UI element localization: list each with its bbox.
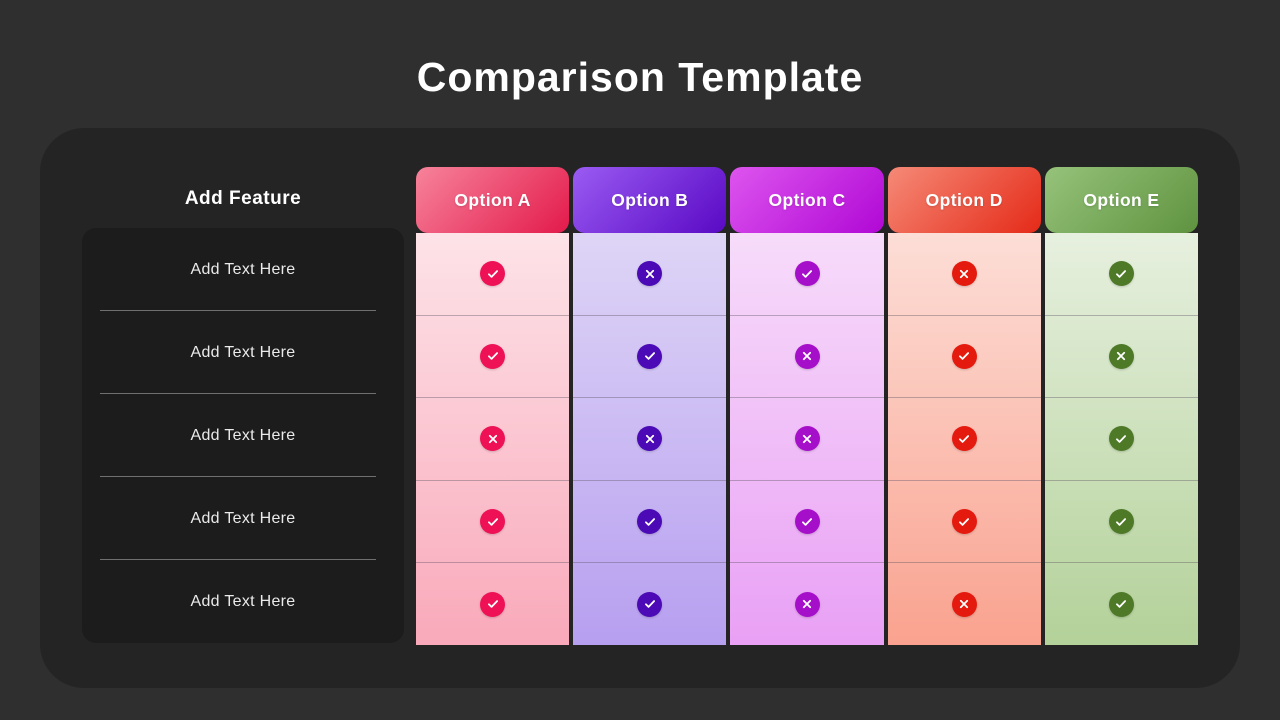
table-cell[interactable]: [416, 398, 570, 481]
table-cell[interactable]: [1044, 481, 1199, 564]
comparison-table: Option A Option B Option C Option D Option E: [416, 167, 1199, 645]
cross-icon: [951, 591, 977, 617]
table-cell[interactable]: [887, 316, 1041, 399]
feature-row-label: Add Text Here: [190, 509, 296, 527]
table-cell[interactable]: [887, 481, 1041, 564]
feature-row-placeholder[interactable]: Add Text Here: [82, 311, 404, 394]
table-cell[interactable]: [730, 563, 883, 645]
cross-icon: [1108, 343, 1134, 369]
check-icon: [1108, 509, 1134, 535]
check-icon: [1108, 426, 1134, 452]
option-body-option-a: [416, 233, 570, 645]
table-cell[interactable]: [730, 316, 884, 399]
table-cell[interactable]: [1044, 233, 1199, 316]
table-cell[interactable]: [416, 563, 569, 645]
comparison-panel: Add Feature Add Text Here Add Text Here Ad…: [40, 128, 1240, 688]
cross-icon: [951, 261, 977, 287]
check-icon: [794, 509, 820, 535]
check-icon: [480, 509, 506, 535]
option-body-option-c: [730, 233, 884, 645]
check-icon: [951, 343, 977, 369]
option-body-option-b: [573, 233, 727, 645]
feature-row-placeholder[interactable]: Add Text Here: [82, 560, 404, 643]
check-icon: [480, 591, 506, 617]
cross-icon: [480, 426, 506, 452]
feature-row-label: Add Text Here: [190, 343, 296, 361]
table-cell[interactable]: [730, 481, 884, 564]
table-cell[interactable]: [730, 398, 884, 481]
check-icon: [1108, 591, 1134, 617]
option-header-option-d[interactable]: Option D: [887, 167, 1041, 233]
table-cell[interactable]: [416, 481, 570, 564]
check-icon: [951, 509, 977, 535]
table-cell[interactable]: [1045, 563, 1198, 645]
feature-row-label: Add Text Here: [190, 426, 296, 444]
feature-column-header[interactable]: Add Feature: [184, 188, 302, 209]
table-cell[interactable]: [573, 398, 727, 481]
option-header-option-b[interactable]: Option B: [573, 167, 727, 233]
table-cell[interactable]: [573, 481, 727, 564]
feature-row-label: Add Text Here: [190, 592, 296, 610]
table-cell[interactable]: [887, 233, 1041, 316]
option-column-option-c: Option C: [730, 167, 884, 645]
check-icon: [951, 426, 977, 452]
option-header-option-e[interactable]: Option E: [1044, 167, 1199, 233]
feature-list: Add Text Here Add Text Here Add Text Here A…: [82, 228, 404, 643]
option-column-option-e: Option E: [1044, 167, 1199, 645]
table-cell[interactable]: [887, 398, 1041, 481]
option-header-option-a[interactable]: Option A: [416, 167, 570, 233]
check-icon: [637, 343, 663, 369]
table-cell[interactable]: [573, 233, 727, 316]
feature-row-placeholder[interactable]: Add Text Here: [82, 477, 404, 560]
table-cell[interactable]: [888, 563, 1041, 645]
feature-row-label: Add Text Here: [190, 260, 296, 278]
option-header-option-c[interactable]: Option C: [730, 167, 884, 233]
check-icon: [794, 261, 820, 287]
cross-icon: [637, 261, 663, 287]
table-cell[interactable]: [573, 563, 726, 645]
check-icon: [480, 343, 506, 369]
table-cell[interactable]: [416, 233, 570, 316]
table-cell[interactable]: [416, 316, 570, 399]
check-icon: [480, 261, 506, 287]
table-cell[interactable]: [1044, 398, 1199, 481]
page-title: Comparison Template: [416, 54, 864, 100]
table-cell[interactable]: [573, 316, 727, 399]
option-body-option-e: [1044, 233, 1199, 645]
cross-icon: [637, 426, 663, 452]
feature-row-placeholder[interactable]: Add Text Here: [82, 394, 404, 477]
check-icon: [637, 509, 663, 535]
cross-icon: [794, 343, 820, 369]
option-column-option-d: Option D: [887, 167, 1041, 645]
feature-row-placeholder[interactable]: Add Text Here: [82, 228, 404, 311]
check-icon: [637, 591, 663, 617]
option-column-option-b: Option B: [573, 167, 727, 645]
cross-icon: [794, 426, 820, 452]
option-column-option-a: Option A: [416, 167, 570, 645]
table-cell[interactable]: [1044, 316, 1199, 399]
option-body-option-d: [887, 233, 1041, 645]
cross-icon: [794, 591, 820, 617]
check-icon: [1108, 261, 1134, 287]
table-cell[interactable]: [730, 233, 884, 316]
